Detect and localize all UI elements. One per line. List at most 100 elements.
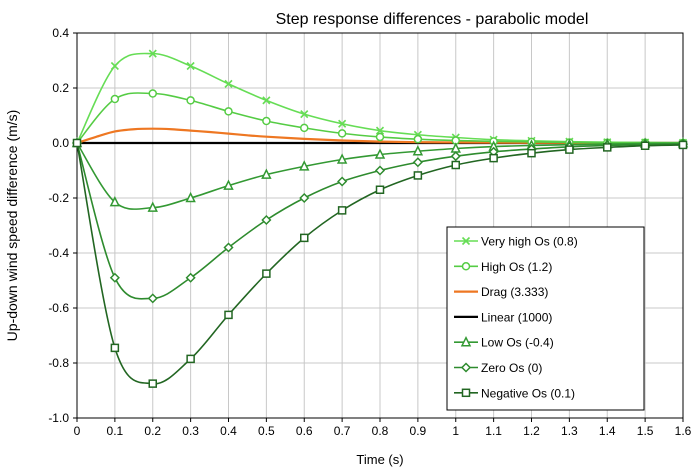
data-point	[489, 153, 498, 163]
data-point	[147, 293, 158, 304]
x-tick-label: 1	[452, 424, 459, 438]
x-axis-label: Time (s)	[356, 452, 403, 467]
x-tick-label: 1.4	[599, 424, 616, 438]
data-point	[300, 110, 309, 119]
data-point	[185, 272, 196, 283]
data-point-stroke	[338, 119, 347, 128]
data-point	[640, 141, 650, 150]
data-point	[186, 354, 195, 364]
x-tick-label: 0.1	[107, 424, 124, 438]
data-point	[337, 129, 347, 138]
data-point	[461, 262, 471, 271]
y-tick-label: -0.4	[48, 246, 69, 260]
legend-item: High Os (1.2)	[454, 260, 552, 274]
y-tick-label: 0.4	[52, 26, 69, 40]
data-point	[109, 272, 120, 283]
data-point	[565, 145, 574, 154]
x-tick-label: 0.4	[220, 424, 237, 438]
legend: Very high Os (0.8) High Os (1.2) Drag (3.3…	[446, 226, 645, 411]
x-tick-label: 0.3	[182, 424, 199, 438]
legend-label: Low Os (-0.4)	[481, 336, 554, 350]
legend-label: Zero Os (0)	[481, 361, 542, 375]
data-point-stroke	[148, 49, 157, 58]
data-point	[337, 176, 348, 187]
legend-item: Very high Os (0.8)	[454, 235, 578, 249]
x-tick-label: 1.6	[675, 424, 692, 438]
data-point-stroke	[186, 61, 195, 71]
x-tick-label: 0.8	[372, 424, 389, 438]
data-point	[450, 142, 461, 153]
data-point	[299, 192, 310, 204]
data-point	[678, 140, 688, 150]
data-point	[374, 165, 386, 176]
x-tick-label: 1.2	[523, 424, 540, 438]
legend-label: High Os (1.2)	[481, 260, 552, 274]
data-point	[224, 310, 233, 320]
series-drag-3-333	[76, 127, 684, 145]
legend-item: Low Os (-0.4)	[454, 336, 554, 350]
x-tick-label: 0	[74, 424, 81, 438]
data-point	[299, 160, 310, 171]
x-tick-label: 0.6	[296, 424, 313, 438]
legend-label: Negative Os (0.1)	[481, 386, 575, 400]
data-point	[413, 171, 423, 180]
data-point	[527, 148, 536, 158]
data-point	[223, 242, 234, 253]
axes: 0 0.1 0.2 0.3 0.4 0.5 0.6 0.7 0.8 0.9 1 1.1 1.2 1.3 1.…	[48, 26, 691, 438]
data-point	[460, 336, 472, 347]
data-point	[262, 96, 271, 105]
data-point	[261, 214, 272, 226]
data-point	[336, 153, 348, 164]
y-tick-label: -1.0	[48, 411, 69, 425]
data-point	[109, 195, 121, 207]
data-point	[262, 116, 271, 126]
data-point	[262, 269, 271, 278]
y-tick-label: 0.0	[52, 136, 69, 150]
legend-label: Very high Os (0.8)	[481, 235, 578, 249]
data-point-stroke	[110, 61, 119, 71]
series-layer	[71, 49, 689, 388]
data-point-stroke	[461, 236, 471, 246]
data-point	[412, 157, 423, 168]
x-tick-label: 0.9	[410, 424, 427, 438]
data-point	[261, 168, 272, 179]
x-tick-label: 0.2	[144, 424, 161, 438]
series-negative-os-0-1	[72, 138, 688, 388]
legend-item: Linear (1000)	[454, 310, 552, 324]
data-point	[374, 148, 386, 159]
data-point	[300, 233, 309, 243]
data-point	[186, 61, 195, 71]
data-point	[451, 160, 460, 170]
data-point	[148, 49, 157, 58]
data-point	[375, 185, 385, 194]
x-tick-label: 1.1	[485, 424, 502, 438]
data-point	[72, 138, 82, 148]
data-point	[337, 206, 347, 215]
data-point	[375, 126, 385, 135]
y-tick-label: -0.2	[48, 191, 69, 205]
data-point	[148, 89, 157, 98]
y-axis-label: Up-down wind speed difference (m/s)	[4, 110, 20, 342]
data-point	[185, 191, 196, 203]
x-tick-label: 0.7	[334, 424, 351, 438]
data-point	[224, 107, 233, 116]
data-point	[413, 134, 423, 144]
data-point	[148, 379, 157, 388]
legend-item: Negative Os (0.1)	[454, 386, 575, 400]
data-point-stroke	[262, 96, 271, 105]
legend-item: Zero Os (0)	[454, 361, 542, 375]
series-line	[76, 127, 684, 145]
legend-label: Drag (3.333)	[481, 285, 548, 299]
data-point	[460, 362, 472, 373]
data-point	[461, 236, 471, 246]
legend-item: Drag (3.333)	[454, 285, 548, 299]
chart-title: Step response differences - parabolic mo…	[276, 11, 589, 28]
data-point	[147, 201, 158, 212]
x-tick-label: 1.5	[637, 424, 654, 438]
data-point	[186, 96, 195, 105]
data-point	[603, 143, 612, 152]
data-point	[461, 388, 471, 398]
y-tick-label: -0.8	[48, 356, 69, 370]
data-point	[110, 343, 120, 353]
